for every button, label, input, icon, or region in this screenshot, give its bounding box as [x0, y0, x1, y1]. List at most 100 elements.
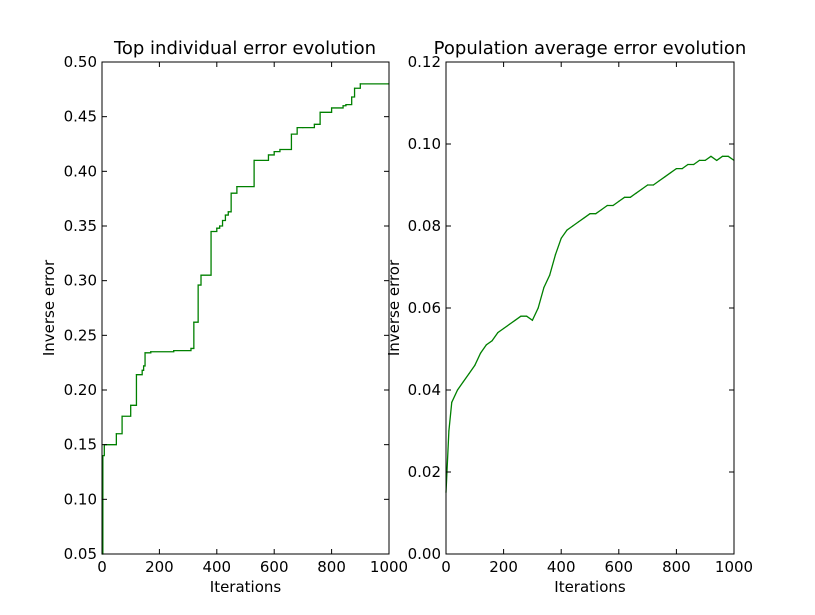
- data-point: [141, 369, 143, 371]
- data-point: [319, 111, 321, 113]
- right-chart: 0 200 400 600 800 1000 0.00 0.02 0.04 0.06 0.08 0.1…: [385, 38, 753, 596]
- data-point: [623, 196, 626, 198]
- data-point: [121, 415, 123, 417]
- data-point: [351, 96, 353, 98]
- data-point: [345, 104, 347, 106]
- data-point: [135, 374, 138, 376]
- y-tick-label: 0.02: [408, 463, 441, 481]
- y-tick-label: 0.40: [64, 162, 97, 180]
- data-point: [670, 172, 672, 174]
- data-point: [143, 365, 145, 367]
- data-point: [108, 444, 110, 446]
- data-point: [520, 315, 522, 317]
- data-point: [687, 163, 689, 166]
- data-point: [526, 315, 528, 317]
- x-tick-label: 200: [489, 558, 518, 576]
- data-point: [727, 155, 729, 157]
- x-tick-label: 400: [202, 558, 231, 576]
- data-point: [497, 332, 499, 334]
- data-point: [531, 319, 534, 321]
- data-point: [359, 83, 361, 85]
- plot-frame: [101, 61, 390, 555]
- data-point: [353, 87, 356, 89]
- data-point: [664, 176, 666, 178]
- data-point: [595, 213, 597, 215]
- y-tick-label: 0.08: [408, 217, 441, 235]
- data-point: [710, 155, 712, 157]
- x-tick-label: 0: [441, 558, 451, 576]
- data-point: [227, 211, 229, 213]
- data-point: [221, 219, 224, 222]
- plot-area: [102, 62, 389, 554]
- data-point: [658, 180, 660, 182]
- data-point: [210, 230, 212, 233]
- data-point: [331, 107, 333, 109]
- data-point: [236, 186, 238, 188]
- data-point: [253, 159, 255, 161]
- y-tick-label: 0.05: [64, 545, 97, 563]
- data-point: [313, 123, 315, 125]
- data-point: [456, 389, 459, 391]
- data-point: [716, 159, 718, 161]
- data-point: [704, 159, 706, 161]
- data-point: [600, 209, 603, 211]
- data-point: [102, 455, 104, 457]
- data-point: [577, 221, 580, 223]
- x-axis-label: Iterations: [210, 578, 282, 596]
- data-point: [224, 214, 227, 216]
- data-point: [213, 230, 215, 233]
- data-point: [508, 323, 510, 325]
- left-chart: 0 200 400 600 800 1000 0.05 0.10 0.15 0.20 0.25 0.3…: [40, 38, 408, 596]
- data-point: [451, 401, 453, 403]
- data-point: [193, 321, 195, 323]
- data-point: [618, 200, 620, 202]
- data-point: [543, 286, 545, 289]
- data-point: [219, 225, 221, 227]
- x-tick-label: 800: [317, 558, 346, 576]
- data-point: [554, 254, 557, 256]
- data-point: [485, 344, 487, 346]
- y-tick-label: 0.10: [64, 490, 97, 508]
- data-point: [302, 127, 304, 129]
- data-point: [698, 159, 701, 161]
- data-point: [468, 373, 470, 375]
- data-point: [606, 204, 608, 207]
- y-tick-label: 0.50: [64, 53, 97, 71]
- y-tick-label: 0.04: [408, 381, 441, 399]
- y-axis-label: Inverse error: [385, 259, 403, 356]
- data-point: [290, 133, 293, 135]
- y-tick-label: 0.10: [408, 135, 441, 153]
- data-point: [230, 192, 232, 194]
- data-point: [549, 274, 551, 276]
- y-tick-label: 0.12: [408, 53, 441, 71]
- x-tick-label: 600: [604, 558, 633, 576]
- y-tick-label: 0.35: [64, 217, 97, 235]
- data-point: [216, 227, 218, 229]
- data-point: [612, 204, 614, 207]
- data-point: [190, 347, 192, 350]
- data-point: [462, 381, 464, 383]
- data-point: [589, 213, 591, 215]
- data-point: [150, 351, 152, 353]
- data-point: [491, 340, 493, 342]
- data-point: [583, 217, 585, 219]
- data-point: [537, 307, 539, 309]
- y-tick-label: 0.45: [64, 108, 97, 126]
- chart-title: Top individual error evolution: [113, 38, 376, 59]
- data-point: [197, 284, 199, 286]
- data-point: [273, 151, 275, 153]
- x-tick-label: 400: [547, 558, 576, 576]
- y-tick-label: 0.20: [64, 381, 97, 399]
- data-point: [115, 433, 117, 435]
- data-point: [566, 229, 568, 231]
- y-tick-label: 0.30: [64, 272, 97, 290]
- y-tick-label: 0.15: [64, 436, 97, 454]
- x-tick-label: 0: [97, 558, 107, 576]
- x-tick-label: 800: [662, 558, 691, 576]
- data-point: [572, 225, 574, 227]
- data-point: [647, 184, 649, 186]
- data-point: [629, 196, 631, 198]
- x-axis-label: Iterations: [554, 578, 626, 596]
- data-point: [267, 154, 270, 156]
- y-tick-label: 0.06: [408, 299, 441, 317]
